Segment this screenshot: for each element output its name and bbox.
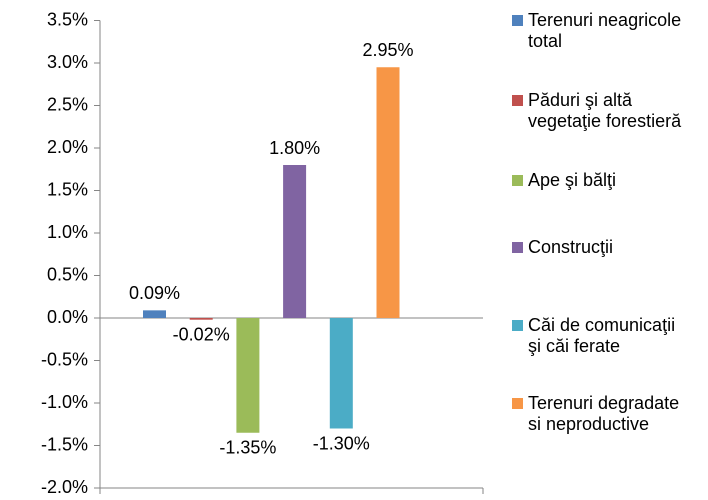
bar [376,67,400,318]
y-tick-label: 3.5% [47,9,88,29]
legend-item: Păduri şi altă vegetaţie forestieră [512,90,682,132]
legend-item: Ape şi bălţi [512,170,682,191]
legend-swatch [512,175,523,186]
y-tick-label: 1.5% [47,179,88,199]
legend-label: Căi de comunicaţii şi căi ferate [528,315,676,356]
legend-item: Terenuri neagricole total [512,10,682,52]
legend-label: Ape şi bălţi [528,170,617,190]
legend-label: Păduri şi altă vegetaţie forestieră [528,90,682,131]
data-label: -1.35% [219,438,276,458]
legend-swatch [512,95,523,106]
legend-label: Terenuri neagricole total [528,10,682,51]
bar [236,318,260,433]
bar [329,318,353,429]
y-tick-label: 0.0% [47,307,88,327]
legend-swatch [512,320,523,331]
y-tick-label: 2.5% [47,94,88,114]
data-label: 1.80% [269,138,320,158]
legend-label: Terenuri degradate si neproductive [528,393,680,434]
bar [143,310,166,318]
legend-item: Construcţii [512,237,682,258]
y-tick-label: -1.0% [41,392,88,412]
data-label: 2.95% [362,40,413,60]
bar [189,318,213,320]
y-tick-label: -2.0% [41,477,88,497]
legend-swatch [512,15,523,26]
y-tick-label: 1.0% [47,222,88,242]
data-label: 0.09% [129,283,180,303]
y-tick-label: 0.5% [47,264,88,284]
data-label: -0.02% [173,324,230,344]
legend-swatch [512,398,523,409]
data-label: -1.30% [313,433,370,453]
y-tick-label: 3.0% [47,52,88,72]
y-tick-label: -1.5% [41,434,88,454]
y-tick-label: -0.5% [41,349,88,369]
legend-item: Terenuri degradate si neproductive [512,393,682,435]
legend-label: Construcţii [528,237,614,257]
bar [283,165,307,318]
legend-swatch [512,242,523,253]
y-tick-label: 2.0% [47,137,88,157]
legend-item: Căi de comunicaţii şi căi ferate [512,315,682,357]
